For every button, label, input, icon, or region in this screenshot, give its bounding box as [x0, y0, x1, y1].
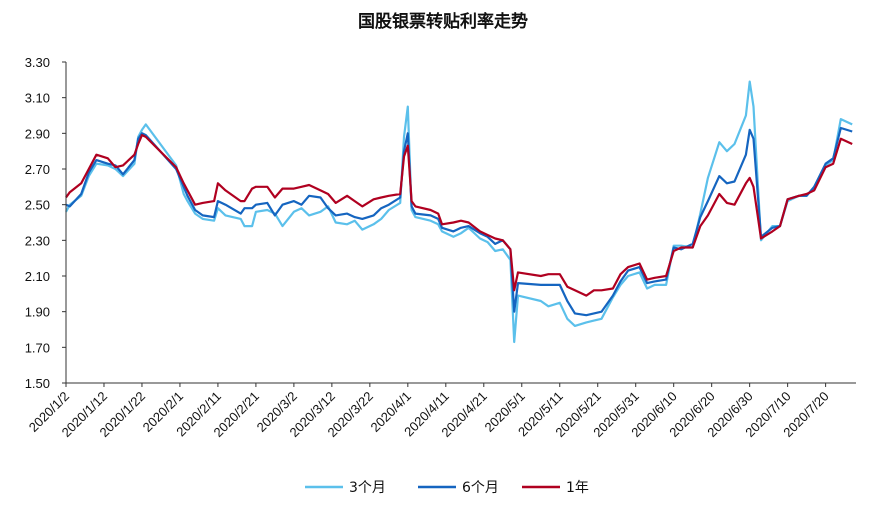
y-tick-label: 1.70 [25, 340, 50, 355]
y-tick-label: 3.30 [25, 55, 50, 70]
series-line-2 [65, 134, 853, 297]
y-tick-label: 2.70 [25, 162, 50, 177]
x-axis: 2020/1/22020/1/122020/1/222020/2/12020/2… [26, 383, 832, 440]
y-axis: 1.50 1.70 1.90 2.10 2.30 2.50 2.70 2.90 3.10 3.30 [25, 55, 66, 391]
y-tick-label: 3.10 [25, 91, 50, 106]
series-line-1 [65, 126, 853, 317]
legend-label: 6个月 [462, 480, 499, 496]
legend-label: 3个月 [349, 480, 386, 496]
y-tick-label: 2.90 [25, 126, 50, 141]
y-tick-label: 2.50 [25, 198, 50, 213]
y-tick-label: 1.90 [25, 305, 50, 320]
series-lines [65, 80, 853, 344]
legend-label: 1年 [566, 480, 589, 496]
y-tick-label: 2.30 [25, 233, 50, 248]
series-line-0 [65, 80, 853, 344]
chart-title: 国股银票转贴利率走势 [358, 11, 528, 32]
y-tick-label: 2.10 [25, 269, 50, 284]
y-tick-label: 1.50 [25, 376, 50, 391]
legend: 3个月 6个月 1年 [305, 480, 589, 496]
